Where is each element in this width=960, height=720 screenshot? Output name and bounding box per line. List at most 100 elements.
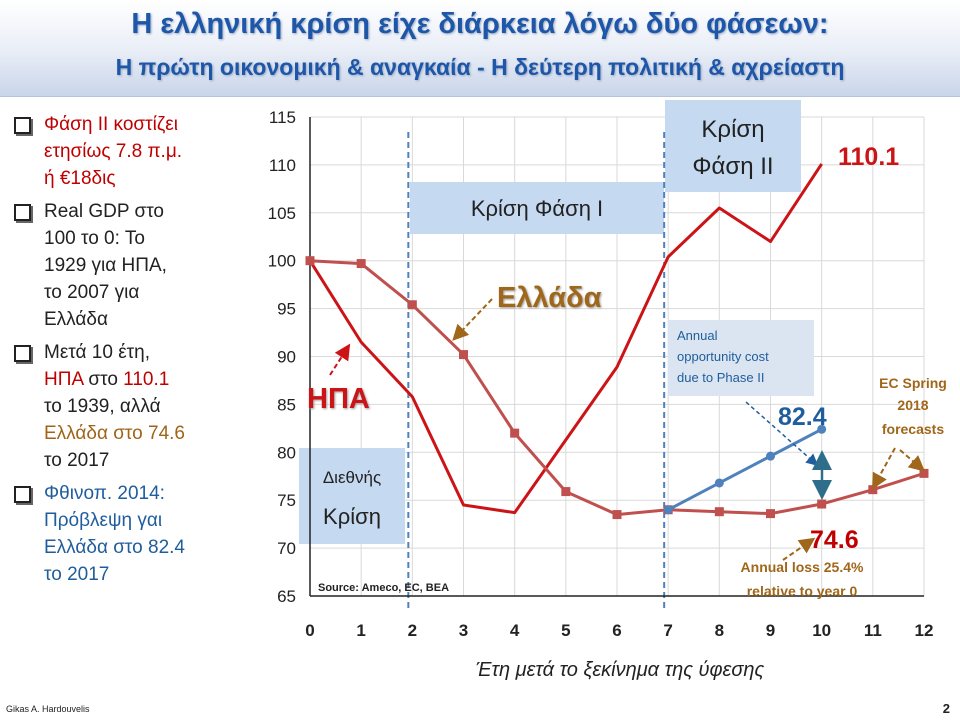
forecast-end-value-label: 82.4	[778, 403, 827, 431]
greece-data-point	[459, 350, 468, 360]
ec-forecast-label-3: forecasts	[882, 421, 944, 437]
greece-series-label: Ελλάδα	[497, 282, 602, 314]
global-crisis-label-2: Κρίση	[323, 504, 381, 529]
greece-label-arrow	[452, 298, 493, 341]
bullet-after-10-years: Μετά 10 έτη, ΗΠΑ στο 110.1 το 1939, αλλά…	[12, 340, 240, 475]
phase-dividers	[407, 132, 666, 612]
greece-data-point	[612, 510, 622, 520]
bullet-usa-value: 110.1	[123, 368, 170, 390]
opportunity-label-3: due to Phase II	[677, 370, 764, 385]
bullet-real-gdp: Real GDP στο 100 το 0: Το 1929 για ΗΠΑ, …	[12, 199, 240, 334]
usa-label-arrow	[329, 343, 351, 376]
x-tick-label: 7	[663, 621, 672, 640]
x-tick-label: 5	[561, 621, 570, 640]
greece-data-point	[868, 485, 878, 495]
y-tick-label: 110	[269, 156, 296, 175]
greece-data-point	[561, 487, 571, 497]
bullet-line: Φθινοπ. 2014:	[44, 482, 165, 504]
x-tick-label: 10	[812, 621, 831, 640]
forecast-data-point	[817, 424, 827, 434]
greece-data-point	[714, 507, 724, 517]
bullet-line: 1929 για ΗΠΑ,	[44, 254, 167, 276]
bullet-line: ετησίως 7.8 π.μ.	[44, 140, 183, 162]
opportunity-label-1: Annual	[677, 328, 718, 343]
y-tick-label: 100	[268, 252, 296, 271]
x-axis-title: Έτη μετά το ξεκίνημα της ύφεσης	[476, 659, 765, 681]
x-tick-label: 3	[459, 621, 468, 640]
bullet-line: το 2017	[44, 563, 110, 585]
page-subtitle: Η πρώτη οικονομική & αναγκαία - Η δεύτερ…	[115, 54, 845, 80]
ec-forecast-label-2: 2018	[897, 397, 928, 413]
annotations: Κρίση Φάση Ι Κρίση Φάση ΙΙ Διεθνής Κρίση…	[307, 116, 947, 681]
bullet-line: το 2017	[44, 449, 110, 471]
forecast-data-point	[714, 478, 724, 488]
y-tick-label: 105	[268, 204, 296, 223]
bullet-line: ΗΠΑ στο 110.1	[44, 367, 240, 394]
checkbox-bullet-icon	[14, 485, 31, 503]
y-tick-label: 80	[277, 443, 296, 462]
x-tick-label: 12	[915, 621, 934, 640]
source-note: Source: Ameco, EC, BEA	[318, 582, 449, 594]
bullet-at-word: στο	[83, 368, 124, 390]
author-footer: Gikas A. Hardouvelis	[6, 704, 90, 714]
x-tick-label: 8	[715, 621, 724, 640]
forecast-data-point	[766, 451, 775, 461]
greece-data-point	[817, 499, 827, 509]
opportunity-arrow	[745, 401, 819, 466]
bullet-line: 100 το 0: Το	[44, 227, 145, 249]
ec-arrow-right	[899, 449, 926, 472]
x-tick-label: 1	[356, 621, 365, 640]
bullet-line: Φάση ΙΙ κοστίζει	[44, 114, 178, 135]
bullet-line: Ελλάδα στο 74.6	[44, 422, 185, 444]
bullet-line: Πρόβλεψη γαι	[44, 509, 163, 531]
bullet-line: το 2007 για	[44, 281, 140, 303]
bullet-autumn-2014: Φθινοπ. 2014: Πρόβλεψη γαι Ελλάδα στο 82…	[12, 481, 240, 589]
annual-loss-label-2: relative to year 0	[747, 583, 858, 599]
title-bar: Η ελληνική κρίση είχε διάρκεια λόγω δύο …	[0, 0, 960, 97]
bullet-panel: Φάση ΙΙ κοστίζει ετησίως 7.8 π.μ. ή €18δ…	[12, 112, 240, 594]
y-tick-label: 115	[269, 108, 296, 127]
loss-arrow	[782, 537, 816, 561]
ec-arrow-left	[872, 447, 896, 490]
x-tick-label: 4	[510, 621, 520, 640]
greece-data-point	[305, 256, 315, 266]
forecast-data-point	[663, 505, 673, 515]
phase2-box	[665, 100, 801, 192]
y-tick-label: 75	[277, 491, 296, 510]
checkbox-bullet-icon	[14, 344, 31, 362]
opportunity-label-2: opportunity cost	[677, 349, 769, 364]
bullet-line: το 1939, αλλά	[44, 395, 161, 417]
usa-series-line	[308, 163, 823, 515]
phase1-box-label: Κρίση Φάση Ι	[471, 196, 603, 221]
bullet-usa-word: ΗΠΑ	[44, 368, 84, 390]
greece-end-value-label: 74.6	[810, 526, 859, 554]
global-crisis-label-1: Διεθνής	[323, 468, 381, 487]
bullet-phase2-cost: Φάση ΙΙ κοστίζει ετησίως 7.8 π.μ. ή €18δ…	[12, 112, 240, 193]
y-tick-label: 65	[277, 587, 296, 606]
bullet-line: ή €18δις	[44, 167, 116, 189]
bullet-line: Real GDP στο	[44, 200, 164, 222]
usa-series-label: ΗΠΑ	[307, 383, 370, 415]
checkbox-bullet-icon	[14, 203, 31, 221]
x-tick-label: 9	[766, 621, 775, 640]
forecast-series-line	[667, 427, 823, 512]
bullet-line: Ελλάδα στο 82.4	[44, 536, 185, 558]
phase2-box-label-2: Φάση ΙΙ	[692, 153, 773, 180]
ec-forecast-label-1: EC Spring	[879, 375, 947, 391]
y-tick-label: 95	[277, 300, 296, 319]
global-crisis-box	[299, 448, 405, 544]
x-tick-label: 2	[408, 621, 417, 640]
phase1-box	[410, 182, 664, 234]
x-tick-label: 6	[612, 621, 621, 640]
annual-loss-label-1: Annual loss 25.4%	[741, 559, 864, 575]
phase2-box-label-1: Κρίση	[701, 116, 764, 143]
phase-boxes	[299, 100, 814, 544]
bullet-line: Μετά 10 έτη,	[44, 341, 151, 363]
x-tick-label: 0	[305, 621, 314, 640]
usa-end-value-label: 110.1	[838, 143, 899, 171]
y-tick-label: 70	[277, 539, 296, 558]
page-number: 2	[942, 701, 950, 716]
y-tick-label: 85	[277, 395, 296, 414]
